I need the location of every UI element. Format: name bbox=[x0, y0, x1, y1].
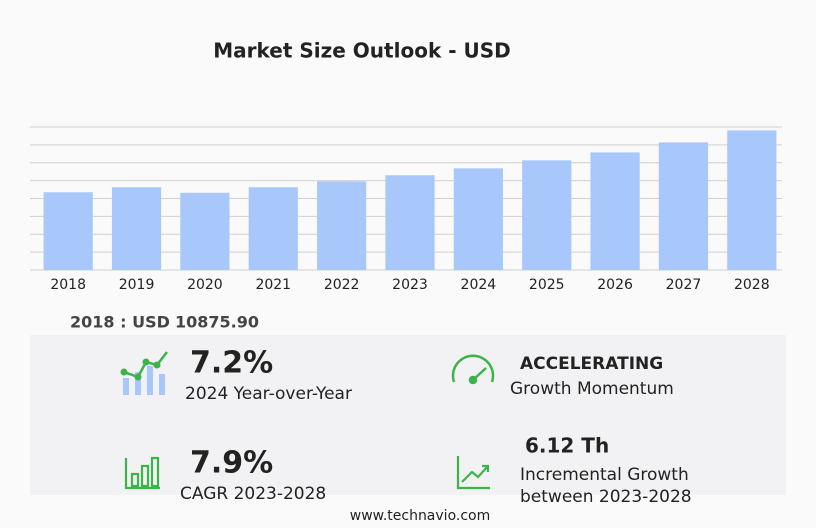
plot: 2018 2019 2020 2021 2022 2023 2024 2025 2026 2027… bbox=[30, 126, 782, 293]
bar bbox=[522, 160, 572, 270]
base-label: 2018 : USD bbox=[70, 313, 170, 332]
incremental-label: between 2023-2028 bbox=[520, 487, 692, 507]
x-tick-label: 2025 bbox=[529, 277, 565, 293]
x-tick-label: 2018 bbox=[50, 277, 86, 293]
bar bbox=[248, 187, 298, 270]
incremental-label: Incremental Growth bbox=[520, 465, 689, 485]
bar bbox=[590, 152, 640, 270]
bar bbox=[180, 192, 230, 270]
x-tick-label: 2019 bbox=[119, 277, 155, 293]
yoy-label: 2024 Year-over-Year bbox=[185, 384, 352, 404]
bar bbox=[453, 168, 503, 270]
footer: www.technavio.com bbox=[350, 508, 491, 524]
yoy-icon bbox=[120, 351, 168, 395]
incremental-value: 6.12 Th bbox=[525, 434, 609, 458]
x-tick-label: 2027 bbox=[666, 277, 702, 293]
x-tick-label: 2023 bbox=[392, 277, 428, 293]
x-tick-label: 2022 bbox=[324, 277, 360, 293]
bar bbox=[658, 142, 709, 270]
bar bbox=[111, 187, 162, 270]
cagr-icon bbox=[124, 456, 160, 490]
bar bbox=[43, 192, 93, 270]
yoy-value: 7.2% bbox=[190, 346, 273, 381]
momentum-icon bbox=[451, 354, 495, 385]
bar bbox=[317, 181, 367, 270]
bar bbox=[727, 130, 777, 270]
x-tick-label: 2028 bbox=[734, 277, 770, 293]
cagr-label: CAGR 2023-2028 bbox=[180, 484, 326, 504]
momentum-value: ACCELERATING bbox=[520, 354, 663, 374]
cagr-value: 7.9% bbox=[190, 446, 273, 481]
bar bbox=[385, 175, 435, 270]
momentum-label: Growth Momentum bbox=[510, 379, 674, 399]
incremental-icon bbox=[456, 456, 490, 490]
x-tick-label: 2026 bbox=[597, 277, 633, 293]
chart-title: Market Size Outlook - USD bbox=[213, 39, 510, 63]
x-tick-label: 2020 bbox=[187, 277, 223, 293]
base-value: 10875.90 bbox=[175, 313, 259, 332]
x-tick-label: 2021 bbox=[255, 277, 291, 293]
x-tick-label: 2024 bbox=[461, 277, 497, 293]
